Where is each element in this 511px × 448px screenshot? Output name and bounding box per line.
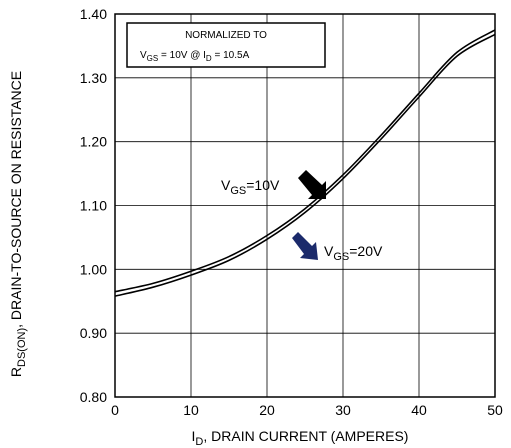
- normalized-box: [126, 22, 326, 68]
- y-tick-label: 1.40: [80, 6, 107, 22]
- curves: [114, 29, 496, 297]
- plot-frame: [114, 13, 496, 398]
- vgs10-arrow: [298, 170, 326, 199]
- x-tick-label: 40: [411, 402, 427, 418]
- y-axis-label: RDS(ON), DRAIN-TO-SOURCE ON RESISTANCE: [8, 71, 28, 377]
- normalized-box-line1: NORMALIZED TO: [185, 30, 267, 41]
- x-tick-label: 20: [259, 402, 275, 418]
- series-line-vgs-10v: [114, 29, 496, 293]
- y-tick-label: 1.30: [80, 70, 107, 86]
- normalized-box-line2: VGS = 10V @ ID = 10.5A: [140, 50, 250, 63]
- x-tick-label: 0: [111, 402, 119, 418]
- annotation-vgs10: VGS=10V: [221, 177, 280, 197]
- vgs20-arrow: [292, 232, 318, 260]
- y-tick-label: 1.20: [80, 134, 107, 150]
- x-tick-labels: 0 10 20 30 40 50: [111, 402, 503, 418]
- x-tick-label: 50: [487, 402, 503, 418]
- y-tick-labels: 0.80 0.90 1.00 1.10 1.20 1.30 1.40: [80, 6, 107, 405]
- y-tick-label: 1.10: [80, 198, 107, 214]
- series-line-vgs-20v: [114, 33, 496, 297]
- x-axis-label: ID, DRAIN CURRENT (AMPERES): [192, 428, 409, 448]
- y-tick-label: 0.80: [80, 389, 107, 405]
- x-tick-label: 10: [183, 402, 199, 418]
- y-tick-label: 0.90: [80, 325, 107, 341]
- grid: [115, 14, 495, 397]
- x-tick-label: 30: [335, 402, 351, 418]
- y-tick-label: 1.00: [80, 261, 107, 277]
- annotation-vgs20: VGS=20V: [324, 243, 383, 263]
